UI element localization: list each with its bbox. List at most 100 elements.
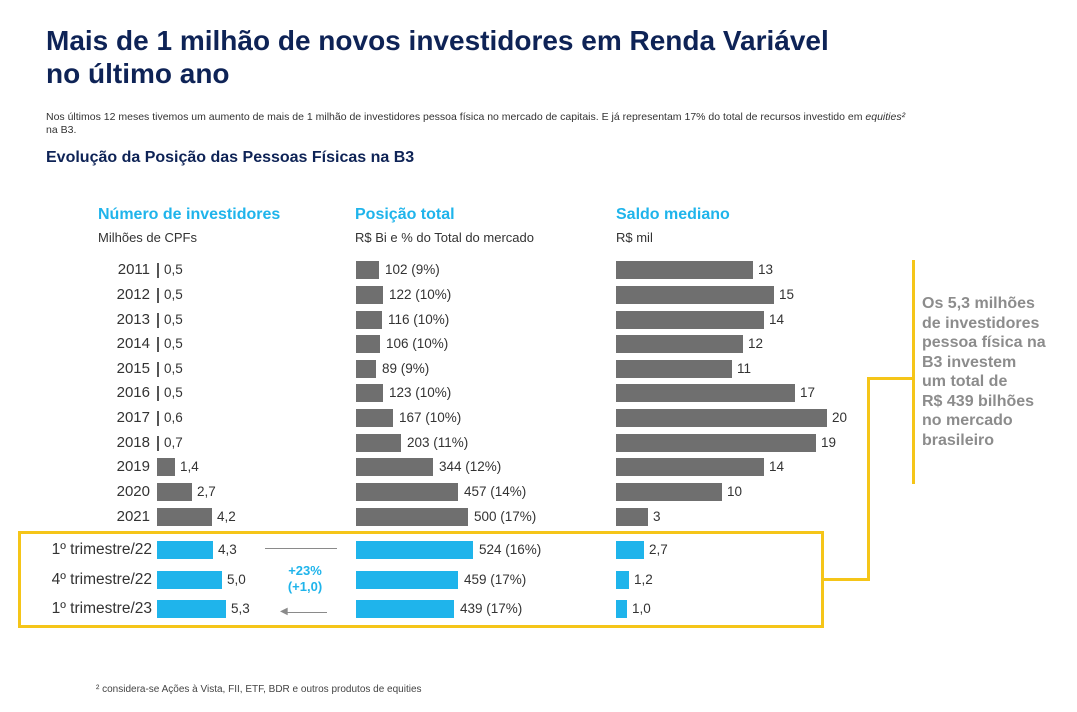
investors-axis-tick [157, 362, 159, 377]
investors-bar [157, 508, 212, 526]
investor-growth-annotation: +23% (+1,0) [270, 563, 340, 595]
median-balance-bar [616, 384, 795, 402]
median-balance-value-label: 15 [779, 287, 795, 302]
position-bar [356, 335, 380, 353]
row-label-4-trimestre-22: 4º trimestre/22 [51, 571, 152, 588]
investor-growth-absolute: (+1,0) [287, 579, 323, 594]
position-value-label: 102 (9%) [385, 262, 440, 277]
callout-connector-bottom [824, 578, 870, 581]
median-balance-bar [616, 360, 732, 378]
row-label-2016: 2016 [116, 384, 150, 401]
median-balance-value-label: 10 [727, 484, 743, 499]
investors-bar [157, 571, 222, 589]
growth-arrowhead-icon: ◀ [280, 606, 288, 617]
median-balance-bar [616, 571, 629, 589]
position-value-label: 439 (17%) [460, 601, 523, 616]
median-balance-value-label: 14 [769, 312, 785, 327]
median-balance-bar [616, 261, 753, 279]
investors-axis-tick [157, 337, 159, 352]
growth-arrow-line [287, 612, 327, 613]
position-bar [356, 384, 383, 402]
investors-value-label: 0,7 [164, 435, 183, 450]
median-balance-value-label: 2,7 [649, 542, 668, 557]
investors-axis-tick [157, 386, 159, 401]
position-bar [356, 600, 454, 618]
investors-axis-tick [157, 288, 159, 303]
callout-line-8: brasileiro [922, 431, 995, 449]
investors-axis-tick [157, 263, 159, 278]
callout-vertical-line [912, 260, 915, 484]
investors-bar [157, 483, 192, 501]
position-bar [356, 286, 383, 304]
median-balance-value-label: 3 [653, 509, 661, 524]
position-column-title: Posição total [355, 206, 455, 223]
position-value-label: 344 (12%) [439, 459, 502, 474]
recent-quarters-highlight-box [18, 531, 824, 628]
row-label-2015: 2015 [116, 360, 150, 377]
investors-value-label: 0,6 [164, 410, 183, 425]
median-balance-value-label: 17 [800, 385, 816, 400]
position-bar [356, 483, 458, 501]
median-balance-value-label: 1,0 [632, 601, 651, 616]
position-value-label: 203 (11%) [407, 435, 469, 450]
callout-line-2: de investidores [922, 314, 1040, 332]
investors-value-label: 0,5 [164, 262, 183, 277]
callout-text: Os 5,3 milhões de investidores pessoa fí… [922, 294, 1072, 450]
row-label-2018: 2018 [116, 434, 150, 451]
investor-growth-percent: +23% [288, 563, 322, 578]
row-label-1-trimestre-23: 1º trimestre/23 [51, 600, 152, 617]
position-value-label: 106 (10%) [386, 336, 449, 351]
investors-column-title: Número de investidores [98, 206, 281, 223]
position-value-label: 500 (17%) [474, 509, 537, 524]
position-value-label: 116 (10%) [388, 312, 450, 327]
investors-value-label: 0,5 [164, 336, 183, 351]
median-balance-column-title: Saldo mediano [616, 206, 730, 223]
median-balance-bar [616, 335, 743, 353]
investors-value-label: 5,3 [231, 601, 250, 616]
investors-value-label: 0,5 [164, 361, 183, 376]
median-balance-value-label: 14 [769, 459, 785, 474]
row-label-2017: 2017 [116, 409, 150, 426]
growth-bracket-top-line [265, 548, 337, 549]
median-balance-bar [616, 409, 827, 427]
investors-value-label: 0,5 [164, 385, 183, 400]
position-value-label: 459 (17%) [464, 572, 527, 587]
position-value-label: 457 (14%) [464, 484, 527, 499]
callout-line-7: no mercado [922, 412, 1013, 429]
investors-value-label: 0,5 [164, 287, 183, 302]
row-label-2011: 2011 [117, 261, 150, 278]
position-value-label: 89 (9%) [382, 361, 430, 376]
callout-line-3: pessoa física na [922, 334, 1046, 351]
row-label-1-trimestre-22: 1º trimestre/22 [51, 541, 152, 558]
callout-line-6: R$ 439 bilhões [922, 392, 1035, 410]
investors-value-label: 5,0 [227, 572, 246, 587]
page-title: Mais de 1 milhão de novos investidores e… [46, 24, 829, 90]
investors-value-label: 2,7 [197, 484, 216, 499]
footnote: ² considera-se Ações à Vista, FII, ETF, … [96, 684, 422, 695]
median-balance-value-label: 12 [748, 336, 764, 351]
median-balance-column-unit: R$ mil [616, 230, 653, 245]
position-bar [356, 508, 468, 526]
title-line-1: Mais de 1 milhão de novos investidores e… [46, 25, 829, 56]
callout-line-1: Os 5,3 milhões [922, 295, 1035, 312]
investors-axis-tick [157, 313, 159, 328]
row-label-2012: 2012 [116, 286, 150, 303]
median-balance-bar [616, 600, 627, 618]
position-bar [356, 311, 382, 329]
median-balance-value-label: 20 [832, 410, 848, 425]
position-value-label: 167 (10%) [399, 410, 462, 425]
row-label-2019: 2019 [116, 458, 150, 475]
callout-line-5: um total de [922, 373, 1008, 390]
investors-axis-tick [157, 436, 159, 451]
callout-connector-top [867, 377, 915, 380]
position-value-label: 524 (16%) [479, 542, 542, 557]
investors-value-label: 4,2 [217, 509, 236, 524]
position-bar [356, 458, 433, 476]
intro-text-emphasis: equities² [865, 111, 906, 123]
position-value-label: 122 (10%) [389, 287, 452, 302]
median-balance-bar [616, 434, 816, 452]
intro-text-part-2: na B3. [46, 124, 77, 136]
intro-text-part-1: Nos últimos 12 meses tivemos um aumento … [46, 111, 866, 123]
investors-bar [157, 458, 175, 476]
investors-axis-tick [157, 411, 159, 426]
